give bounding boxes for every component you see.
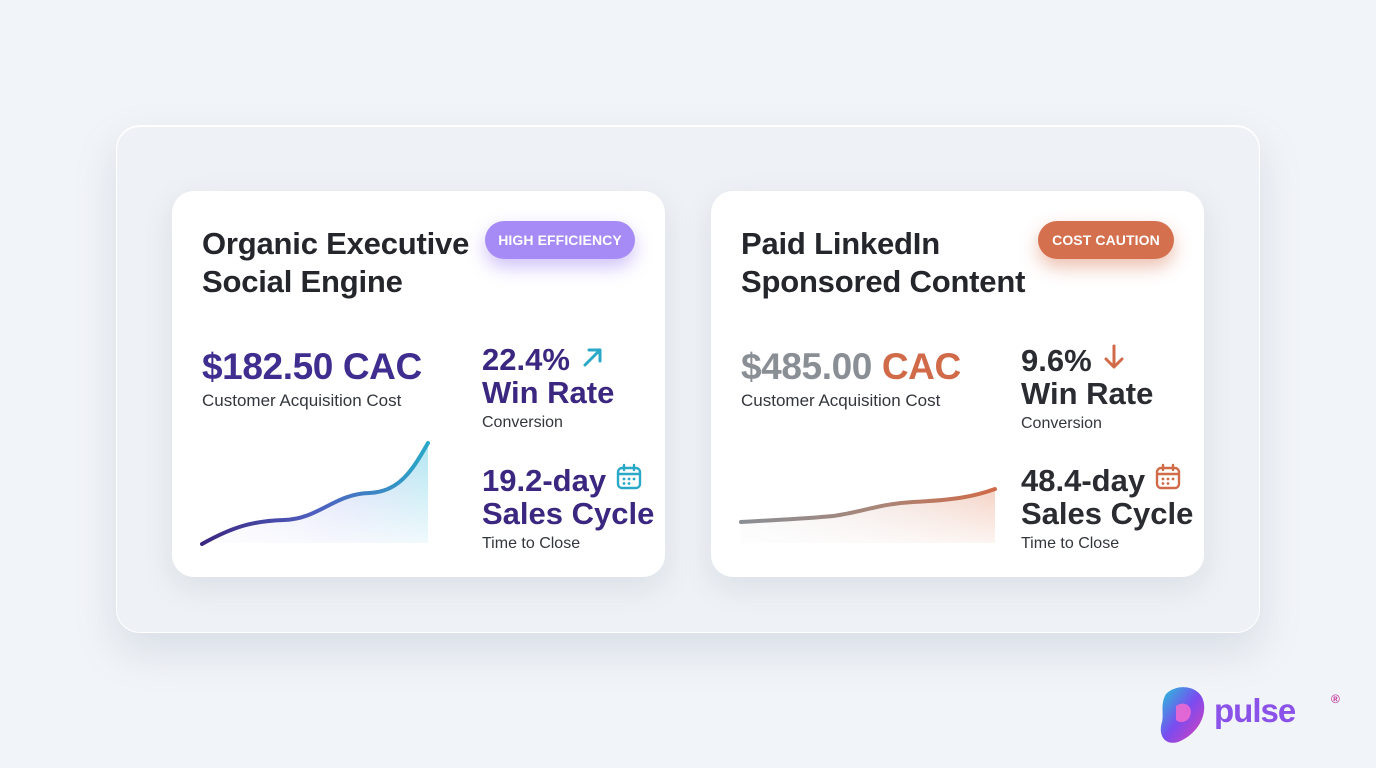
sparkline-line bbox=[200, 441, 430, 546]
arrow-up-right-icon bbox=[580, 343, 606, 376]
card-title-line2: Sponsored Content bbox=[741, 264, 1026, 299]
win-rate-sub: Conversion bbox=[1021, 415, 1102, 432]
calendar-icon bbox=[1155, 463, 1181, 497]
win-rate-value: 9.6% bbox=[1021, 342, 1092, 378]
card-title-line1: Paid LinkedIn bbox=[741, 226, 940, 261]
trend-sparkline bbox=[739, 487, 997, 549]
calendar-icon bbox=[616, 463, 642, 497]
win-rate-label: Win Rate bbox=[1021, 376, 1154, 411]
sales-cycle-block: 19.2-day Sales Cycle Time to Close bbox=[482, 463, 654, 555]
cac-value: $182.50 CAC bbox=[202, 346, 422, 388]
cac-unit: CAC bbox=[881, 346, 961, 387]
arrow-down-icon bbox=[1102, 343, 1126, 377]
cac-value: $485.00 CAC bbox=[741, 346, 961, 388]
pulse-logo: pulse ® bbox=[1158, 684, 1348, 746]
sales-cycle-label: Sales Cycle bbox=[1021, 496, 1194, 531]
win-rate-block: 22.4% Win Rate Conversion bbox=[482, 343, 614, 434]
sales-cycle-sub: Time to Close bbox=[482, 535, 581, 552]
card-title: Paid LinkedIn Sponsored Content bbox=[741, 225, 1031, 301]
cac-amount: $485.00 bbox=[741, 346, 872, 387]
status-badge: COST CAUTION bbox=[1038, 221, 1174, 259]
card-paid-linkedin-sponsored[interactable]: Paid LinkedIn Sponsored Content COST CAU… bbox=[711, 191, 1204, 577]
card-title: Organic Executive Social Engine bbox=[202, 225, 492, 301]
registered-mark: ® bbox=[1331, 692, 1340, 706]
win-rate-value: 22.4% bbox=[482, 342, 570, 377]
cac-amount: $182.50 bbox=[202, 346, 333, 387]
trend-sparkline bbox=[200, 441, 430, 549]
logo-wordmark: pulse bbox=[1214, 692, 1296, 729]
sales-cycle-value: 19.2-day bbox=[482, 462, 607, 498]
card-organic-executive-social[interactable]: Organic Executive Social Engine HIGH EFF… bbox=[172, 191, 665, 577]
sales-cycle-block: 48.4-day Sales Cycle Time to Close bbox=[1021, 463, 1193, 555]
status-badge: HIGH EFFICIENCY bbox=[485, 221, 635, 259]
cac-label: Customer Acquisition Cost bbox=[202, 391, 402, 410]
sparkline-line bbox=[739, 487, 997, 524]
card-title-line1: Organic Executive bbox=[202, 226, 470, 261]
cac-unit: CAC bbox=[342, 346, 422, 387]
win-rate-label: Win Rate bbox=[482, 375, 615, 410]
sales-cycle-value: 48.4-day bbox=[1021, 462, 1146, 498]
cac-label: Customer Acquisition Cost bbox=[741, 391, 941, 410]
sales-cycle-label: Sales Cycle bbox=[482, 496, 655, 531]
win-rate-sub: Conversion bbox=[482, 414, 563, 431]
sales-cycle-sub: Time to Close bbox=[1021, 535, 1120, 552]
card-title-line2: Social Engine bbox=[202, 264, 403, 299]
win-rate-block: 9.6% Win Rate Conversion bbox=[1021, 343, 1153, 435]
